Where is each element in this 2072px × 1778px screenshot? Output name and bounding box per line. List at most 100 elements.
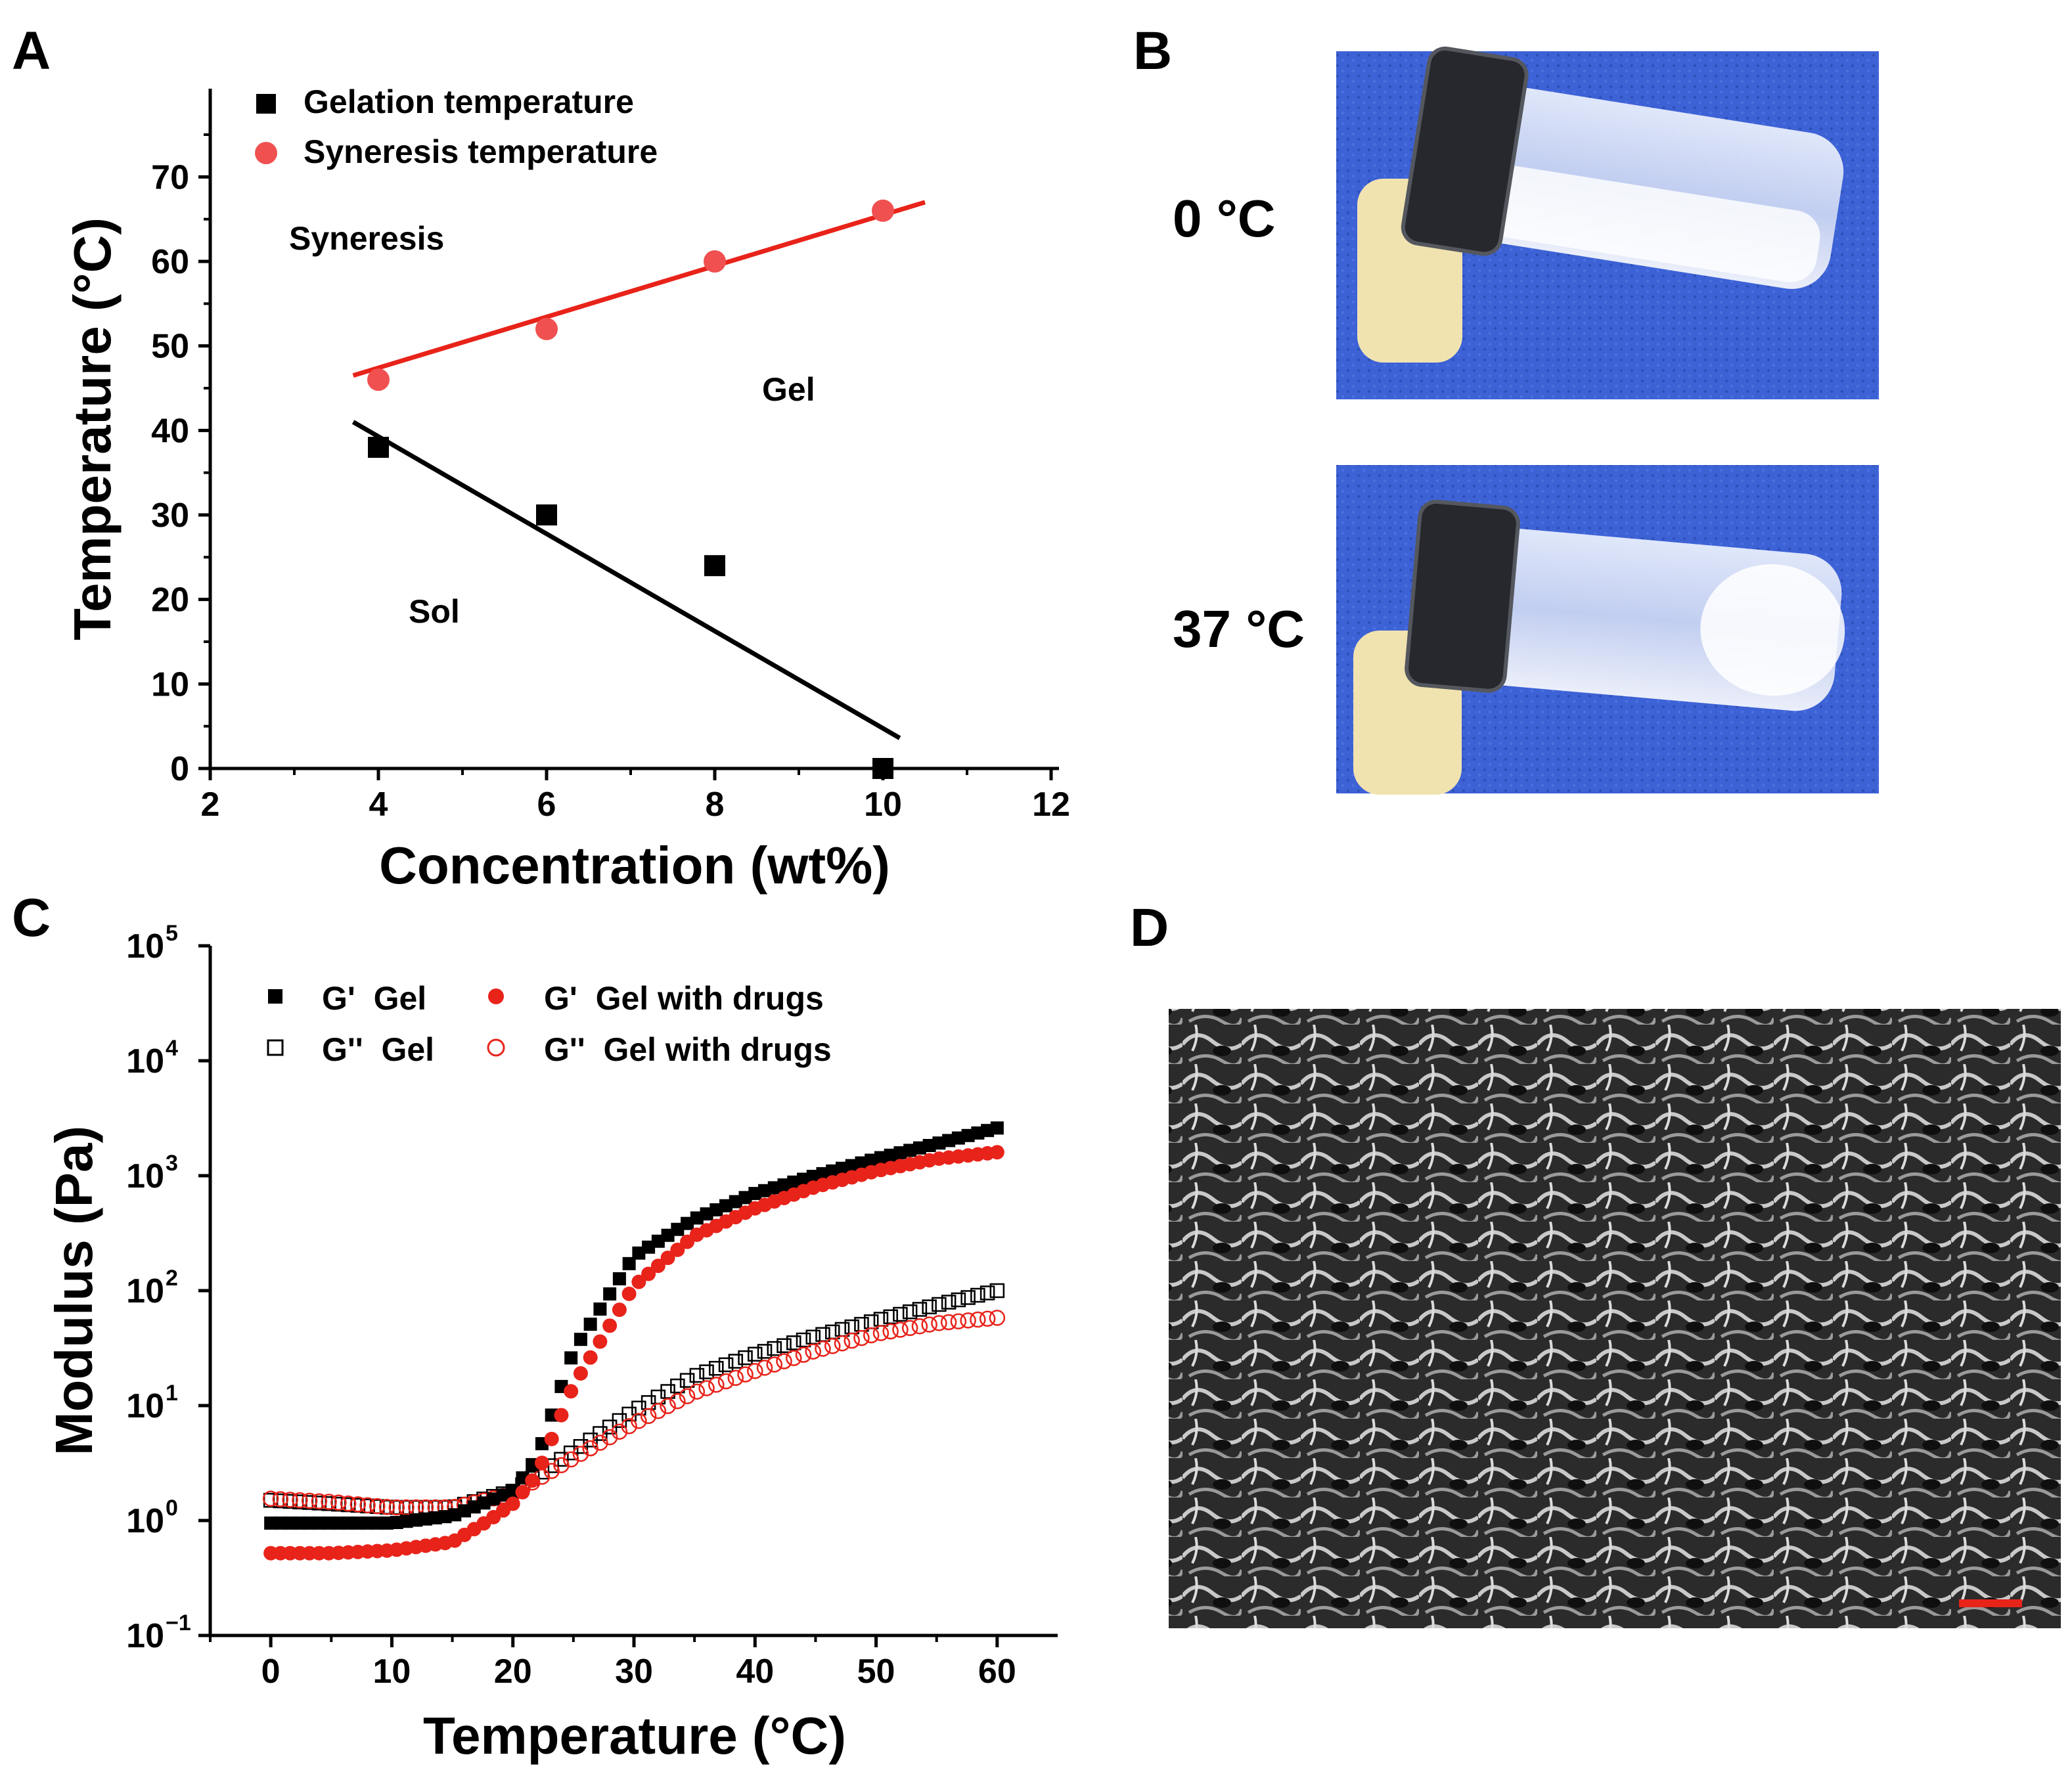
gpp-drugs-point <box>311 1493 328 1509</box>
gelation-point <box>872 758 893 779</box>
annotation-syneresis: Syneresis <box>289 220 444 257</box>
chart-c-ytick-exponent: 0 <box>166 1496 178 1521</box>
gpp-drugs-point <box>815 1341 831 1357</box>
chart-a-xtick-label: 2 <box>201 786 220 824</box>
gpp-drugs-point <box>679 1388 696 1404</box>
legend-label-syneresis: Syneresis temperature <box>304 133 658 170</box>
chart-a-legend: Gelation temperature Syneresis temperatu… <box>255 83 658 170</box>
gpp-drugs-point <box>640 1408 657 1425</box>
chart-a-ytick-label: 60 <box>151 243 189 281</box>
gp-drugs-point <box>641 1266 656 1281</box>
gp-drugs-point <box>544 1431 559 1446</box>
gpp-gel-point <box>893 1306 908 1322</box>
gp-drugs-point <box>573 1366 588 1381</box>
chart-a-ytick-label: 70 <box>151 158 189 196</box>
gpp-drugs-point <box>844 1332 860 1349</box>
gpp-gel-point <box>670 1378 685 1394</box>
gpp-drugs-point <box>834 1335 851 1352</box>
legend-marker-gp-drugs <box>488 989 504 1004</box>
gp-drugs-point <box>515 1484 530 1500</box>
chart-c-ytick-exponent: 1 <box>166 1381 178 1406</box>
gpp-gel-point <box>728 1354 744 1369</box>
gpp-drugs-point <box>388 1499 405 1516</box>
gpp-gel-point <box>796 1332 811 1348</box>
chart-c-ytick-label: 10 <box>126 1617 164 1655</box>
legend-marker-gelation <box>256 94 276 114</box>
gpp-drugs-point <box>756 1360 773 1376</box>
chart-c-ytick-exponent: 2 <box>166 1266 178 1291</box>
gpp-drugs-point <box>786 1350 802 1366</box>
legend-marker-gpp-gel <box>267 1039 284 1056</box>
gpp-gel-point <box>786 1335 801 1350</box>
gpp-gel-point <box>631 1400 646 1416</box>
gp-drugs-point <box>989 1145 1004 1160</box>
chart-a: 2 4 6 8 10 12 0 10 20 30 40 50 60 70 Gelation tempera… <box>63 83 1070 895</box>
panel-label-c: C <box>12 888 51 948</box>
gp-gel-point <box>990 1121 1004 1135</box>
gpp-drugs-point <box>582 1440 598 1457</box>
legend-label-gelation: Gelation temperature <box>304 83 634 120</box>
gpp-drugs-point <box>321 1494 337 1510</box>
gpp-gel-point <box>902 1304 918 1320</box>
gpp-drugs-point <box>562 1451 579 1468</box>
gp-drugs-point <box>650 1258 665 1274</box>
gp-drugs-point <box>621 1286 637 1301</box>
gpp-drugs-point <box>872 1325 890 1341</box>
gpp-gel-point <box>709 1360 724 1376</box>
chart-c-xtick-label: 40 <box>736 1653 774 1691</box>
gpp-drugs-point <box>262 1490 279 1507</box>
photo-0c <box>1336 46 1879 399</box>
gelation-point <box>704 555 725 577</box>
gpp-drugs-point <box>863 1327 880 1344</box>
legend-marker-gp-gel <box>268 989 282 1004</box>
gpp-drugs-point <box>853 1329 870 1346</box>
panel-d-sem-image <box>1167 1008 2062 1630</box>
gpp-drugs-point <box>330 1494 347 1511</box>
gpp-drugs-point <box>921 1316 937 1333</box>
chart-c-ytick-label: 10 <box>126 1387 164 1425</box>
gpp-drugs-point <box>717 1373 734 1390</box>
chart-c-xtick-label: 0 <box>261 1653 281 1691</box>
gpp-gel-point <box>767 1341 782 1356</box>
legend-label-gp-gel: G' Gel <box>322 980 426 1017</box>
gpp-gel-point <box>777 1338 792 1353</box>
chart-a-ylabel: Temperature (°C) <box>63 217 122 640</box>
gpp-drugs-point <box>950 1313 967 1329</box>
chart-a-ytick-label: 10 <box>151 665 189 703</box>
chart-c-ytick-label: 10 <box>126 1157 164 1195</box>
gpp-drugs-point <box>979 1310 996 1327</box>
chart-a-xtick-label: 4 <box>369 786 388 824</box>
gp-gel-point <box>574 1333 587 1346</box>
gpp-gel-point <box>641 1395 656 1410</box>
gpp-gel-point <box>699 1364 714 1379</box>
gpp-gel-point <box>660 1384 675 1399</box>
gp-drugs-point <box>534 1456 549 1471</box>
gp-drugs-point <box>505 1496 520 1511</box>
fit-line-syneresis <box>352 200 926 378</box>
chart-a-ytick-label: 20 <box>151 581 189 619</box>
gpp-gel-point <box>960 1290 976 1305</box>
chart-a-ytick-label: 0 <box>170 750 189 788</box>
gpp-gel-point <box>679 1373 695 1388</box>
gpp-drugs-point <box>805 1343 821 1360</box>
gp-drugs-point <box>583 1350 598 1365</box>
gpp-gel-point <box>989 1283 1005 1299</box>
gpp-gel-point <box>912 1302 928 1317</box>
gpp-drugs-point <box>766 1356 783 1373</box>
gp-drugs-point <box>593 1334 608 1349</box>
gelation-point <box>536 504 557 525</box>
gpp-drugs-point <box>698 1380 715 1396</box>
panel-label-a: A <box>12 21 51 81</box>
syneresis-point <box>367 368 390 391</box>
gpp-drugs-point <box>272 1491 289 1507</box>
gp-drugs-point <box>670 1242 685 1257</box>
gpp-gel-point <box>748 1346 763 1362</box>
gpp-drugs-point <box>398 1499 415 1516</box>
gpp-drugs-point <box>611 1423 628 1440</box>
chart-c-xtick-label: 50 <box>857 1653 895 1691</box>
gpp-drugs-point <box>931 1315 947 1331</box>
gp-drugs-point <box>564 1384 579 1399</box>
gpp-drugs-point <box>601 1429 618 1446</box>
legend-label-gpp-gel: G'' Gel <box>322 1031 434 1068</box>
gpp-drugs-point <box>708 1377 725 1393</box>
